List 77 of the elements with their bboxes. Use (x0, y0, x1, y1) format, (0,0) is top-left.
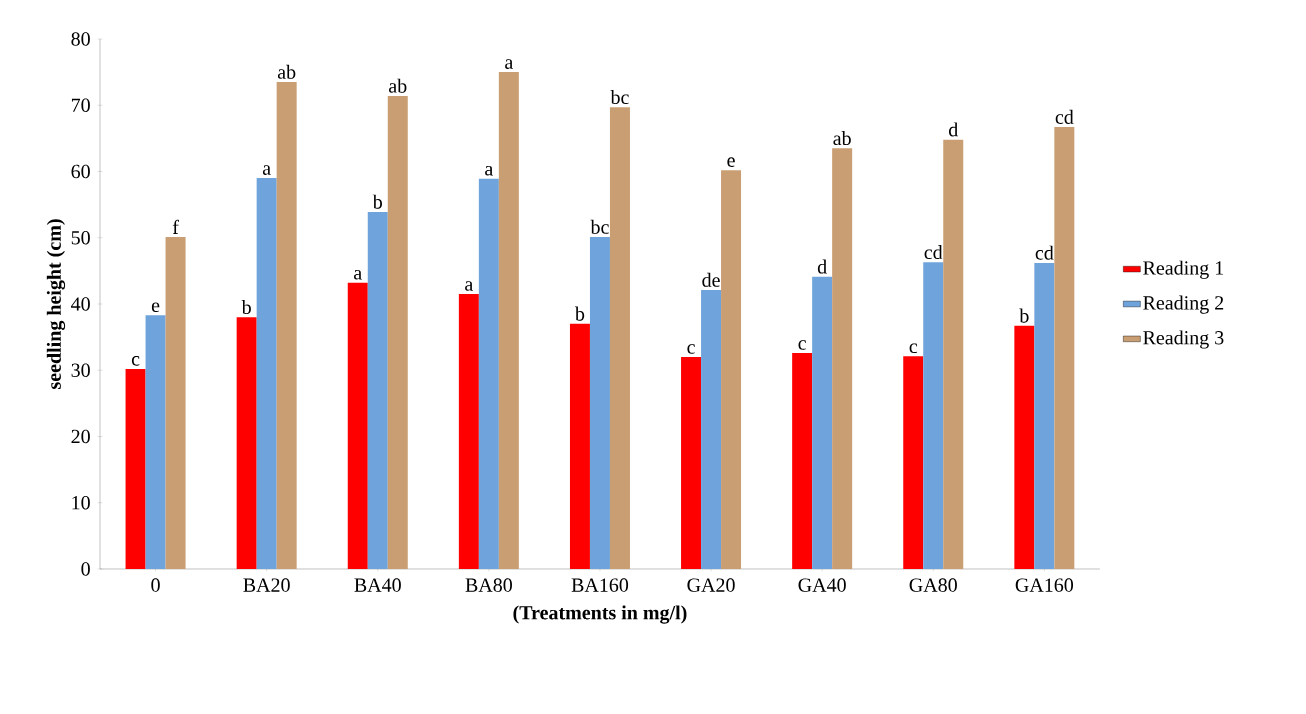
bar (1054, 127, 1075, 569)
y-tick-label: 0 (81, 562, 90, 576)
data-label: a (262, 165, 271, 175)
data-label: de (702, 272, 720, 287)
data-label: b (574, 306, 585, 321)
data-label: c (909, 343, 918, 354)
x-tick-label: BA20 (243, 578, 290, 592)
bar (478, 178, 499, 569)
y-tick-label: 60 (71, 164, 90, 179)
data-label: a (485, 166, 494, 176)
data-label: f (172, 219, 179, 234)
y-tick-label: 70 (71, 98, 90, 112)
bar (812, 276, 833, 569)
bar (923, 262, 944, 569)
bar (1014, 325, 1035, 569)
data-label: bc (590, 219, 609, 234)
bar (458, 294, 479, 569)
data-label: a (465, 281, 474, 291)
data-label: a (505, 59, 514, 69)
bar (367, 211, 388, 569)
data-label: ab (833, 131, 851, 146)
bar (721, 170, 742, 569)
y-tick-label: 30 (71, 363, 90, 377)
x-tick-label: BA40 (354, 578, 401, 592)
x-tick-label: 0 (151, 578, 160, 592)
bar (681, 356, 702, 569)
data-label: bc (610, 89, 629, 105)
legend-label: Reading 2 (1143, 295, 1224, 314)
data-label: cd (1055, 109, 1074, 124)
bar (276, 82, 297, 569)
data-label: cd (1035, 245, 1054, 260)
data-label: d (948, 122, 959, 137)
x-tick-label: BA160 (571, 578, 629, 592)
y-axis-title: seedling height (cm) (46, 219, 66, 389)
bar (943, 139, 964, 569)
bar (792, 353, 813, 569)
data-label: c (131, 356, 140, 366)
data-label: c (798, 340, 806, 350)
x-tick-label: GA20 (687, 578, 735, 592)
legend-label: Reading 1 (1143, 260, 1224, 279)
bar (589, 237, 610, 569)
data-label: b (372, 194, 382, 209)
y-tick-label: 20 (71, 429, 90, 444)
bar (145, 315, 166, 569)
bar (609, 107, 630, 569)
bar (387, 95, 408, 569)
x-tick-label: GA80 (909, 578, 957, 592)
bar (125, 368, 146, 569)
legend-label: Reading 3 (1143, 330, 1224, 349)
data-label: c (687, 344, 695, 354)
y-tick-label: 40 (71, 297, 90, 311)
data-label: d (817, 259, 827, 274)
bar (701, 290, 722, 569)
y-tick-label: 50 (71, 230, 90, 245)
x-tick-label: GA40 (798, 578, 846, 592)
y-tick-label: 80 (71, 32, 90, 46)
y-tick-label: 10 (72, 495, 90, 510)
data-label: e (151, 302, 160, 313)
data-label: cd (924, 244, 943, 260)
data-label: a (354, 270, 362, 280)
x-tick-label: BA80 (465, 578, 512, 592)
x-tick-label: GA160 (1015, 578, 1074, 592)
bar (832, 148, 853, 569)
bar (1034, 262, 1055, 569)
data-label: ab (389, 78, 407, 93)
bar (903, 356, 924, 569)
data-label: ab (277, 64, 296, 79)
data-label: b (1019, 308, 1029, 323)
bar (347, 282, 368, 569)
bar (498, 72, 519, 569)
x-axis-title: (Treatments in mg/l) (513, 605, 687, 624)
bar (165, 237, 186, 569)
bar (256, 178, 277, 569)
bar (569, 323, 590, 569)
data-label: e (727, 157, 735, 167)
bar (236, 317, 257, 569)
data-label: b (241, 299, 251, 315)
